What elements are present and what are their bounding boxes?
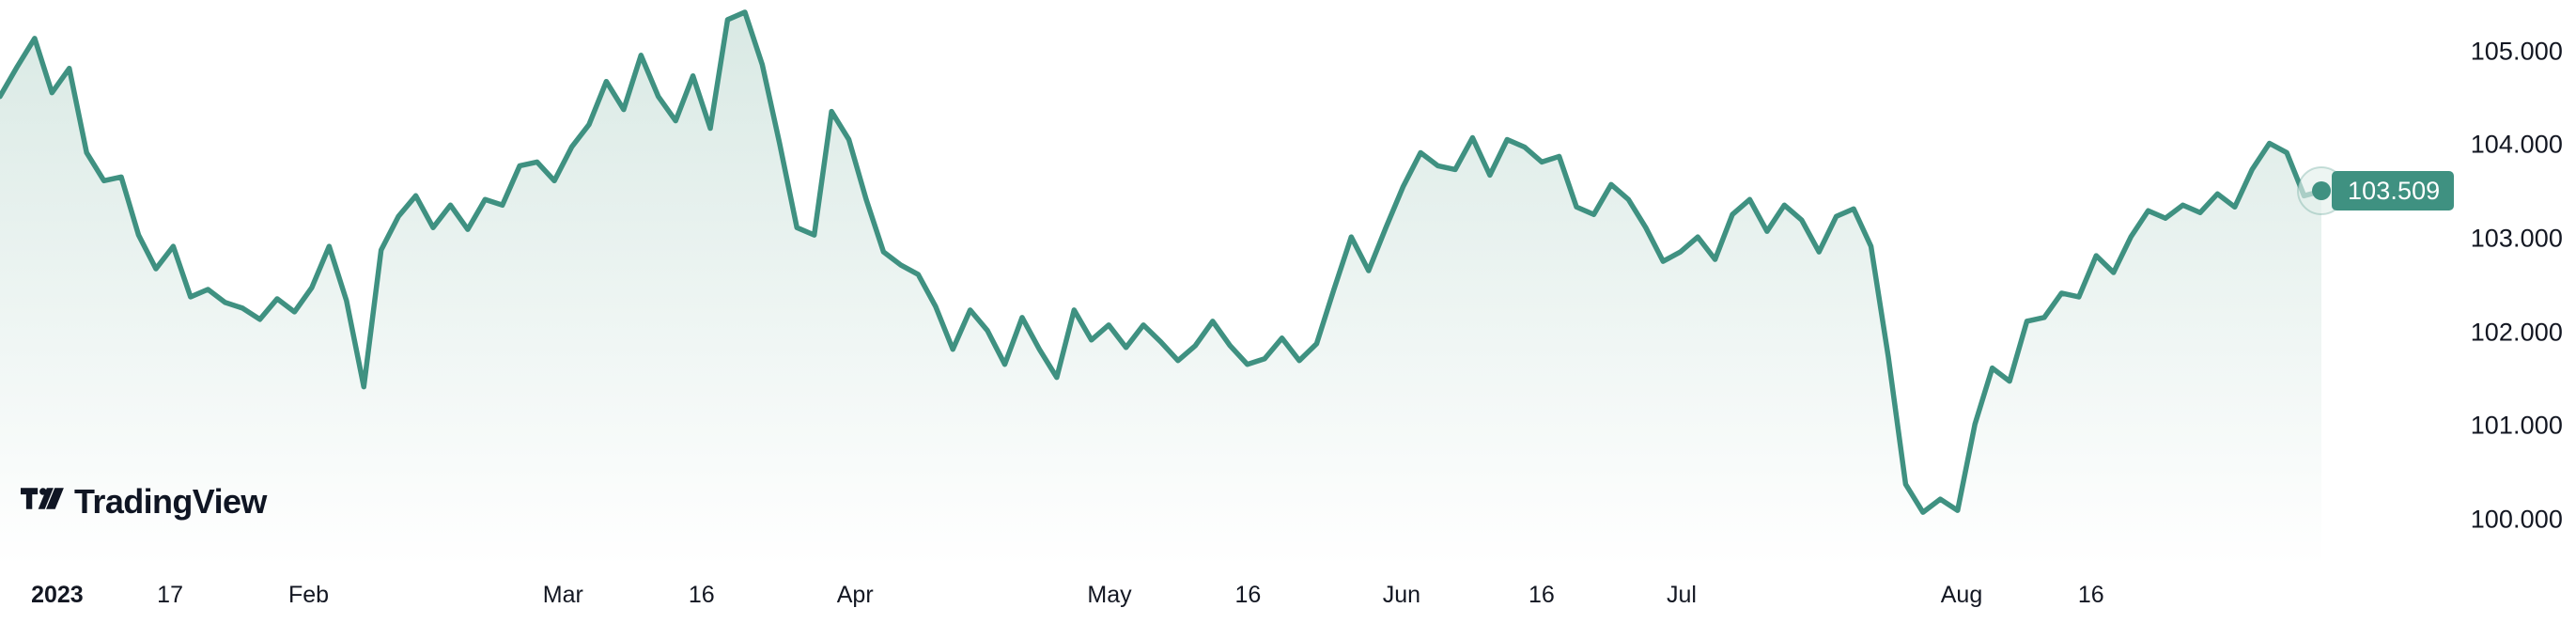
tradingview-logo-icon [21, 488, 64, 509]
price-axis-label: 100.000 [2470, 505, 2563, 534]
time-axis-label: 16 [1234, 582, 1262, 608]
time-axis-label: 16 [1529, 582, 1555, 608]
time-axis-label: Mar [542, 582, 583, 608]
price-axis-label: 101.000 [2470, 411, 2563, 440]
time-axis-label: Jun [1382, 582, 1421, 608]
time-axis-label: Feb [287, 582, 330, 608]
time-axis-label: 16 [688, 582, 715, 608]
chart-plot-area[interactable] [0, 0, 2346, 562]
price-axis[interactable]: 105.000 104.000 103.000 102.000 101.000 100.0… [2321, 0, 2576, 562]
tradingview-logo[interactable]: TradingView [21, 485, 267, 519]
price-area-fill [0, 11, 2321, 562]
time-axis-label: Aug [1940, 582, 1983, 608]
time-axis[interactable]: 2023 17 Feb Mar 16 Apr May 16 Jun 16 Jul Aug 16 [0, 562, 2576, 639]
time-axis-label: 16 [2077, 582, 2104, 608]
price-line [0, 9, 2321, 515]
price-axis-label: 103.000 [2470, 224, 2563, 253]
last-price-badge[interactable]: 103.509 [2332, 171, 2455, 211]
price-area-chart [0, 9, 2321, 562]
time-axis-label: Apr [836, 582, 874, 608]
tradingview-logo-text: TradingView [74, 482, 267, 521]
time-axis-label: Jul [1666, 582, 1697, 608]
price-axis-label: 105.000 [2470, 37, 2563, 66]
time-axis-label: 17 [157, 582, 183, 608]
time-axis-label: May [1087, 582, 1132, 608]
time-axis-label: 2023 [31, 582, 84, 608]
price-axis-label: 102.000 [2470, 318, 2563, 347]
price-axis-label: 104.000 [2470, 130, 2563, 159]
